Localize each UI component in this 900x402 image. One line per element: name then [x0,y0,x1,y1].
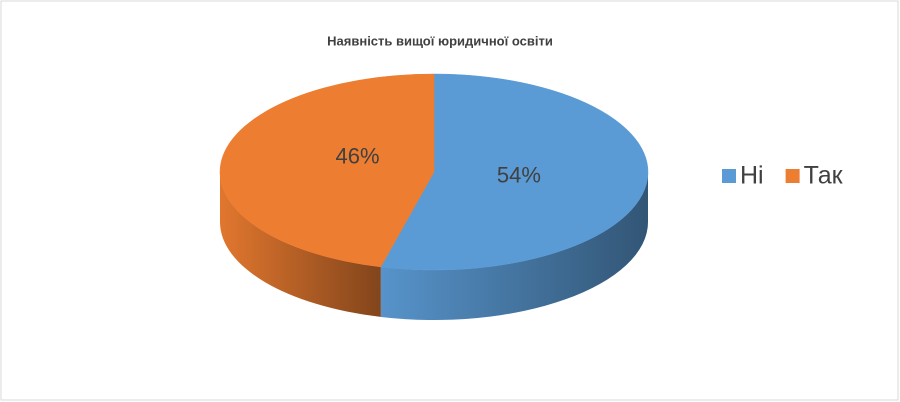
data-label: 46% [336,143,380,168]
legend-label: Ні [740,162,764,190]
pie-side-shade [220,172,381,317]
legend-swatch [785,169,800,183]
legend: Ні Так [722,162,844,190]
pie-side-shade [380,172,648,320]
pie-slice [219,73,435,268]
chart-title: Наявність вищої юридичної освіти [327,33,553,48]
legend-swatch [722,169,736,183]
legend-label: Так [804,162,844,190]
pie-slice [380,73,649,271]
pie: 54% 46% [219,73,649,320]
data-label: 54% [497,163,541,188]
